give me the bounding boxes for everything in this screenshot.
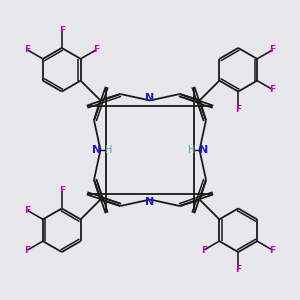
Text: F: F	[269, 246, 276, 255]
Text: F: F	[93, 45, 99, 54]
Text: F: F	[24, 45, 31, 54]
Text: H: H	[188, 145, 195, 155]
Text: F: F	[269, 45, 276, 54]
Text: N: N	[92, 145, 101, 155]
Text: N: N	[146, 94, 154, 103]
Text: F: F	[235, 105, 241, 114]
Text: F: F	[201, 246, 207, 255]
Text: F: F	[59, 186, 65, 195]
Text: F: F	[59, 26, 65, 34]
Text: F: F	[24, 206, 31, 215]
Text: N: N	[199, 145, 208, 155]
Text: F: F	[269, 85, 276, 94]
Text: F: F	[235, 266, 241, 274]
Text: H: H	[105, 145, 112, 155]
Text: F: F	[24, 246, 31, 255]
Text: N: N	[146, 196, 154, 206]
